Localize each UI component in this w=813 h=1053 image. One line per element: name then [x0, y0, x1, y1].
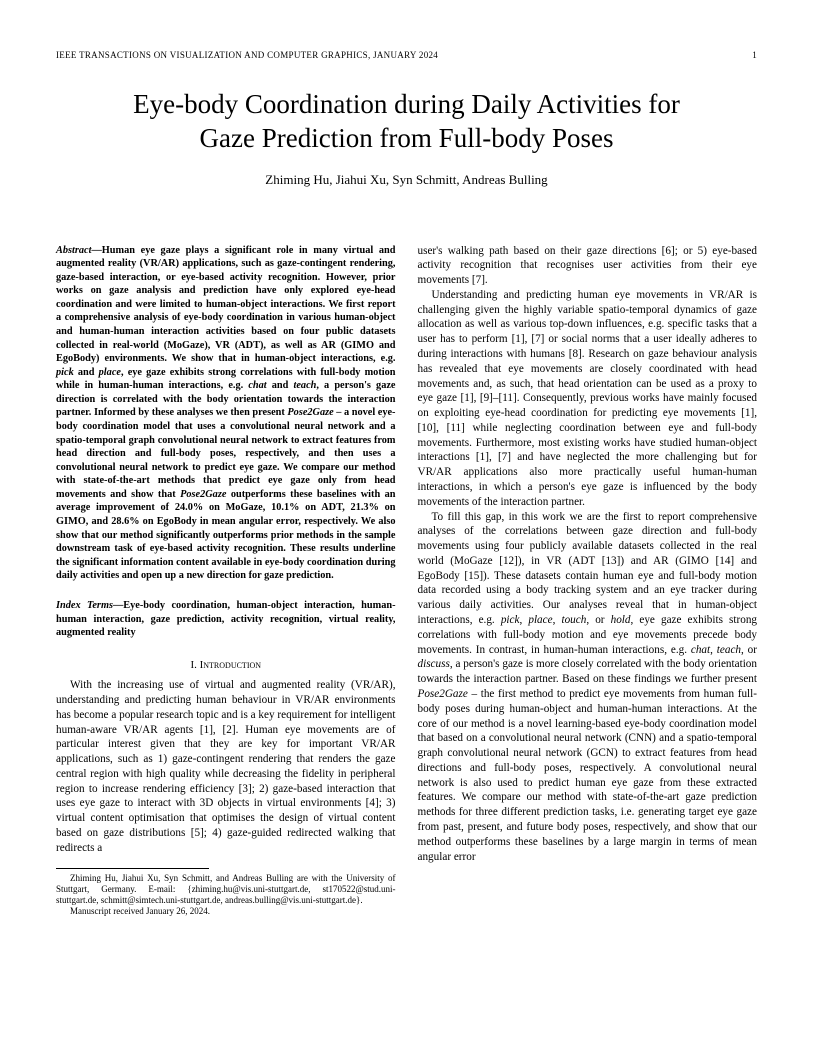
manuscript-date-footnote: Manuscript received January 26, 2024.	[56, 906, 396, 917]
abstract-label: Abstract	[56, 245, 91, 256]
col2-paragraph-1: user's walking path based on their gaze …	[418, 244, 758, 288]
col2-paragraph-3: To fill this gap, in this work we are th…	[418, 510, 758, 865]
section-heading-introduction: I. Introduction	[56, 658, 396, 673]
right-column: user's walking path based on their gaze …	[418, 244, 758, 918]
author-list: Zhiming Hu, Jiahui Xu, Syn Schmitt, Andr…	[56, 172, 757, 188]
abstract: Abstract—Human eye gaze plays a signific…	[56, 244, 396, 583]
footnote-separator	[56, 868, 209, 869]
author-affiliation-footnote: Zhiming Hu, Jiahui Xu, Syn Schmitt, and …	[56, 873, 396, 907]
journal-name: IEEE TRANSACTIONS ON VISUALIZATION AND C…	[56, 50, 438, 60]
paper-title: Eye-body Coordination during Daily Activ…	[56, 88, 757, 156]
running-header: IEEE TRANSACTIONS ON VISUALIZATION AND C…	[56, 50, 757, 60]
index-terms-label: Index Terms	[56, 600, 113, 611]
page-number: 1	[752, 50, 757, 60]
index-terms: Index Terms—Eye-body coordination, human…	[56, 599, 396, 640]
intro-paragraph-1: With the increasing use of virtual and a…	[56, 678, 396, 855]
two-column-body: Abstract—Human eye gaze plays a signific…	[56, 244, 757, 918]
col2-paragraph-2: Understanding and predicting human eye m…	[418, 288, 758, 510]
left-column: Abstract—Human eye gaze plays a signific…	[56, 244, 396, 918]
